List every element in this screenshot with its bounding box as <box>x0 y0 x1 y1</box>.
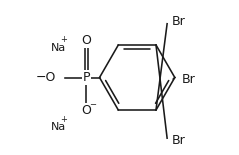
Text: Na: Na <box>51 122 66 132</box>
Text: +: + <box>60 35 67 44</box>
Text: +: + <box>60 115 67 124</box>
Text: −: − <box>89 100 96 109</box>
Text: Br: Br <box>182 73 196 86</box>
Text: −O: −O <box>36 71 56 84</box>
Text: O: O <box>81 34 91 47</box>
Text: P: P <box>83 71 90 84</box>
Text: O: O <box>81 104 91 117</box>
Text: Br: Br <box>172 15 185 28</box>
Text: Na: Na <box>51 42 66 53</box>
Text: Br: Br <box>172 134 185 147</box>
